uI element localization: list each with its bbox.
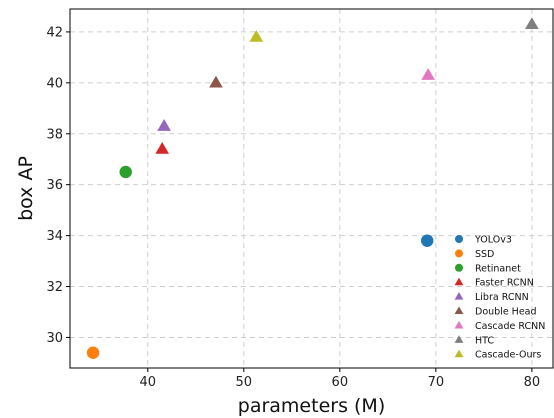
legend-label-double-head: Double Head (475, 307, 537, 318)
x-tick-label: 40 (140, 375, 157, 390)
legend-marker-htc (454, 335, 464, 343)
legend-label-htc: HTC (475, 335, 494, 346)
data-point-libra-rcnn (157, 119, 171, 131)
data-point-htc (525, 17, 539, 29)
legend-marker-libra-rcnn (454, 292, 464, 300)
legend-label-libra-rcnn: Libra RCNN (475, 292, 529, 303)
y-tick-label: 42 (46, 25, 63, 40)
x-tick-label: 50 (236, 375, 253, 390)
legend-label-cascade-rcnn: Cascade RCNN (475, 321, 545, 332)
legend-marker-double-head (454, 306, 464, 315)
x-tick-label: 80 (524, 375, 541, 390)
data-point-double-head (209, 75, 223, 88)
plot-frame (69, 8, 554, 369)
legend-label-retinanet: Retinanet (475, 263, 521, 274)
y-tick-label: 40 (46, 76, 63, 91)
legend-marker-faster-rcnn (454, 277, 464, 286)
legend-label-ssd: SSD (475, 249, 494, 260)
data-point-ssd (86, 346, 100, 359)
data-point-retinanet (119, 165, 132, 179)
axis-ticks: 40 50 60 70 80 30 32 34 36 38 40 42 (46, 25, 540, 390)
y-tick-label: 32 (46, 280, 63, 295)
legend-label-cascade-ours: Cascade-Ours (475, 350, 541, 361)
y-tick-label: 34 (46, 229, 63, 244)
y-tick-label: 30 (46, 331, 63, 346)
legend-marker-ssd (455, 249, 463, 258)
legend: YOLOv3 SSD Retinanet Faster RCNN Libra RCNN D… (454, 235, 545, 361)
y-tick-label: 38 (46, 127, 63, 142)
legend-marker-cascade-ours (454, 349, 464, 358)
legend-label-faster-rcnn: Faster RCNN (475, 278, 534, 289)
x-tick-label: 60 (332, 375, 349, 390)
y-tick-label: 36 (46, 178, 63, 193)
legend-label-yolov3: YOLOv3 (474, 235, 512, 246)
y-axis-label: box AP (15, 156, 37, 221)
data-point-cascade-ours (249, 29, 264, 42)
x-tick-label: 70 (428, 375, 445, 390)
data-point-cascade-rcnn (421, 68, 435, 80)
legend-marker-yolov3 (455, 235, 463, 243)
data-point-yolov3 (421, 234, 434, 247)
legend-marker-retinanet (455, 263, 463, 272)
data-point-faster-rcnn (155, 141, 170, 154)
grid-lines (70, 9, 553, 368)
x-axis-label: parameters (M) (238, 395, 385, 417)
data-points (86, 17, 539, 359)
legend-marker-cascade-rcnn (454, 320, 464, 329)
